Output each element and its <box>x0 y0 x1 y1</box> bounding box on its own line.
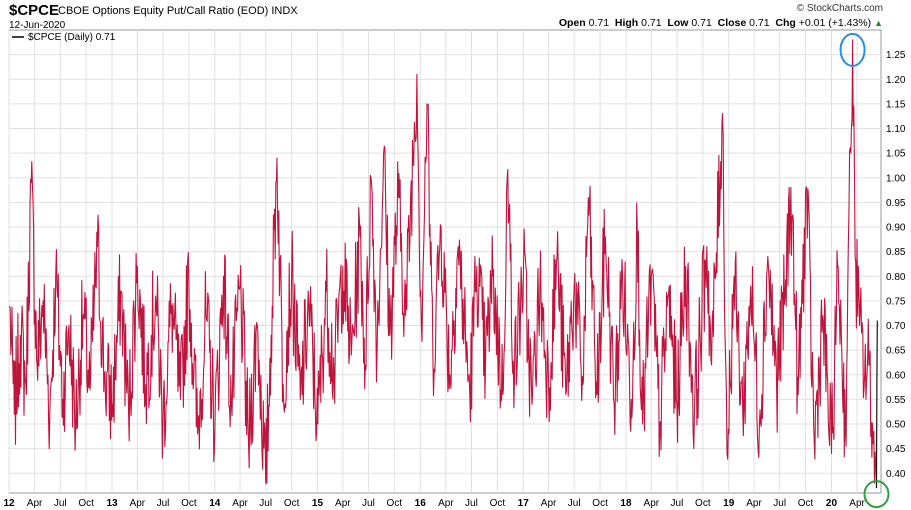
series-layer <box>9 39 878 489</box>
x-tick-label: Jul <box>362 498 375 509</box>
y-tick-label: 0.55 <box>886 395 906 406</box>
y-tick-label: 0.80 <box>886 272 906 283</box>
y-tick-label: 0.85 <box>886 247 906 258</box>
chg-label: Chg <box>775 17 796 29</box>
y-tick-label: 1.10 <box>886 124 906 135</box>
x-axis: 12 Apr Jul Oct 13 Apr Jul Oct 14 Apr Jul Oct 15 Apr Ju… <box>3 498 865 509</box>
x-tick-label: 18 <box>620 498 632 509</box>
stockcharts-watermark: © StockCharts.com <box>796 3 883 14</box>
x-tick-label: Apr <box>849 498 865 509</box>
x-tick-label: Oct <box>592 498 608 509</box>
y-tick-label: 0.45 <box>886 444 906 455</box>
x-tick-label: 15 <box>312 498 324 509</box>
x-tick-label: Jul <box>157 498 170 509</box>
x-tick-label: Oct <box>284 498 300 509</box>
annotations <box>839 32 890 509</box>
x-tick-label: Oct <box>695 498 711 509</box>
y-tick-label: 0.50 <box>886 420 906 431</box>
open-value: 0.71 <box>588 17 610 29</box>
low-highlight-circle <box>863 480 890 509</box>
y-tick-label: 0.95 <box>886 198 906 209</box>
high-value: 0.71 <box>641 17 662 29</box>
y-tick-label: 1.00 <box>886 173 906 184</box>
x-tick-label: Apr <box>438 498 454 509</box>
y-tick-label: 0.75 <box>886 296 906 307</box>
x-tick-label: Apr <box>130 498 146 509</box>
x-tick-label: 17 <box>518 498 530 509</box>
x-tick-label: Apr <box>335 498 351 509</box>
x-tick-label: Jul <box>465 498 478 509</box>
x-tick-label: Apr <box>541 498 557 509</box>
x-tick-label: Apr <box>644 498 660 509</box>
y-tick-label: 0.60 <box>886 370 906 381</box>
x-tick-label: Oct <box>387 498 403 509</box>
x-tick-label: 13 <box>106 498 118 509</box>
symbol-label: $CPCE <box>9 2 60 19</box>
chart-subtitle: CBOE Options Equity Put/Call Ratio (EOD)… <box>58 5 298 17</box>
y-tick-label: 0.65 <box>886 346 906 357</box>
x-tick-label: Jul <box>671 498 684 509</box>
y-tick-label: 0.40 <box>886 469 906 480</box>
x-tick-label: Jul <box>259 498 272 509</box>
high-label: High <box>614 17 639 29</box>
x-tick-label: Oct <box>798 498 814 509</box>
close-value: 0.71 <box>749 17 770 29</box>
low-value: 0.71 <box>691 17 712 29</box>
x-tick-label: Jul <box>54 498 67 509</box>
y-tick-label: 1.25 <box>886 50 906 61</box>
up-arrow-icon: ▲ <box>874 18 883 28</box>
x-tick-label: 20 <box>826 498 838 509</box>
series-line-latest <box>875 320 878 489</box>
peak-highlight-circle <box>839 32 866 67</box>
legend: $CPCE (Daily) 0.71 <box>12 32 116 43</box>
ohlc-readout: Open 0.71 High 0.71 Low 0.71 Close 0.71 … <box>559 17 883 29</box>
x-tick-label: 16 <box>415 498 427 509</box>
low-label: Low <box>667 17 689 29</box>
x-tick-label: Jul <box>773 498 786 509</box>
y-tick-label: 1.20 <box>886 75 906 86</box>
chg-value: +0.01 (+1.43%) <box>798 17 872 29</box>
open-label: Open <box>558 17 586 29</box>
x-tick-label: Apr <box>746 498 762 509</box>
x-tick-label: Oct <box>181 498 197 509</box>
close-label: Close <box>717 17 747 29</box>
x-tick-label: Apr <box>27 498 43 509</box>
x-tick-label: 14 <box>209 498 221 509</box>
y-tick-label: 0.70 <box>886 321 906 332</box>
chart-header: $CPCE CBOE Options Equity Put/Call Ratio… <box>0 0 911 31</box>
y-tick-label: 0.90 <box>886 223 906 234</box>
x-tick-label: Apr <box>232 498 248 509</box>
y-tick-label: 1.05 <box>886 149 906 160</box>
y-tick-label: 1.15 <box>886 99 906 110</box>
x-tick-label: Jul <box>568 498 581 509</box>
chart-date: 12-Jun-2020 <box>9 20 66 31</box>
legend-label: $CPCE (Daily) 0.71 <box>28 32 116 43</box>
x-tick-label: 19 <box>723 498 735 509</box>
y-axis: 0.40 0.45 0.50 0.55 0.60 0.65 0.70 0.75 0.80 0.85… <box>886 50 906 480</box>
x-tick-label: Oct <box>490 498 506 509</box>
series-line-cpce <box>9 39 878 489</box>
x-tick-label: 12 <box>3 498 15 509</box>
x-tick-label: Oct <box>78 498 94 509</box>
